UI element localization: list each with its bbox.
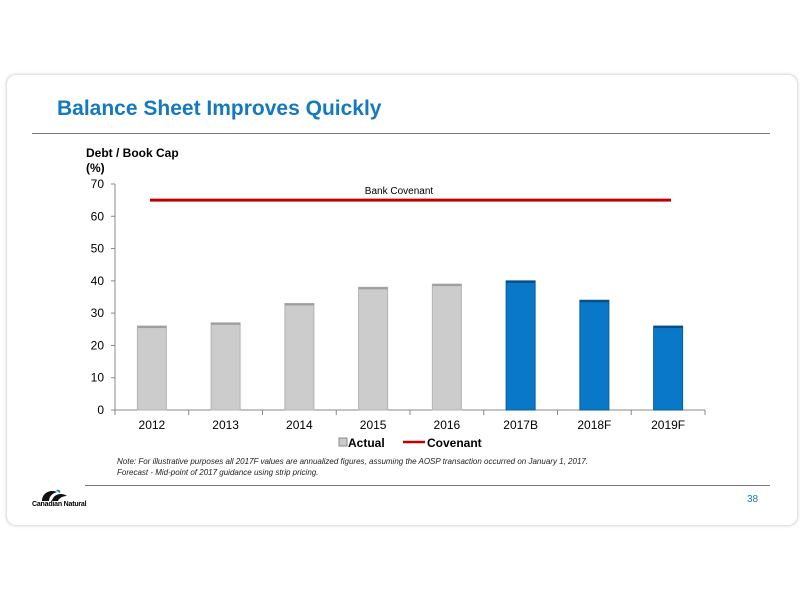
y-tick-label: 20 <box>91 338 105 352</box>
y-tick-label: 60 <box>91 209 105 223</box>
x-tick-label: 2017B <box>503 418 538 432</box>
bar-top-edge <box>358 287 388 290</box>
y-tick-label: 40 <box>91 274 105 288</box>
title-divider <box>32 133 770 134</box>
slide-panel <box>6 74 798 526</box>
bar-2014 <box>284 302 315 411</box>
bar-2019F <box>653 325 684 411</box>
legend-actual-label: Actual <box>348 436 385 450</box>
bar-top-edge <box>506 280 536 283</box>
bar-2017B <box>505 280 536 411</box>
legend-covenant-label: Covenant <box>427 436 482 450</box>
bar-top-edge <box>211 322 241 325</box>
x-tick-label: 2018F <box>577 418 611 432</box>
y-axis-label-line2: (%) <box>86 161 105 175</box>
footnote-line1: Note: For illustrative purposes all 2017… <box>117 457 589 466</box>
y-tick-label: 70 <box>91 177 105 191</box>
footnote-line2: Forecast - Mid-point of 2017 guidance us… <box>117 468 319 477</box>
x-tick-label: 2013 <box>212 418 239 432</box>
logo-text: Canadian Natural <box>32 501 87 508</box>
y-tick-label: 30 <box>91 306 105 320</box>
x-tick-label: 2016 <box>434 418 461 432</box>
legend-actual-swatch <box>338 437 348 447</box>
page-number: 38 <box>747 494 759 505</box>
canadian-natural-logo-icon <box>42 489 67 501</box>
x-tick-label: 2015 <box>360 418 387 432</box>
footnote: Note: For illustrative purposes all 2017… <box>117 456 677 478</box>
y-axis-label-line1: Debt / Book Cap <box>86 146 179 160</box>
footer-divider <box>85 485 770 486</box>
bar-2012 <box>136 325 167 411</box>
bar-top-edge <box>284 303 314 306</box>
x-tick-label: 2012 <box>139 418 166 432</box>
y-tick-label: 10 <box>91 371 105 385</box>
bar-2016 <box>431 283 462 411</box>
bar-2018F <box>579 299 610 411</box>
bar-top-edge <box>653 326 683 329</box>
covenant-annotation: Bank Covenant <box>365 186 434 197</box>
x-tick-label: 2019F <box>651 418 685 432</box>
bar-top-edge <box>137 326 167 329</box>
y-tick-label: 50 <box>91 242 105 256</box>
bar-2015 <box>358 286 389 411</box>
y-tick-label: 0 <box>97 403 104 417</box>
y-axis-label: Debt / Book Cap (%) <box>86 146 206 176</box>
x-tick-label: 2014 <box>286 418 313 432</box>
slide-title: Balance Sheet Improves Quickly <box>57 97 382 120</box>
bar-top-edge <box>579 300 609 303</box>
bar-2013 <box>210 322 241 411</box>
bar-top-edge <box>432 284 462 287</box>
